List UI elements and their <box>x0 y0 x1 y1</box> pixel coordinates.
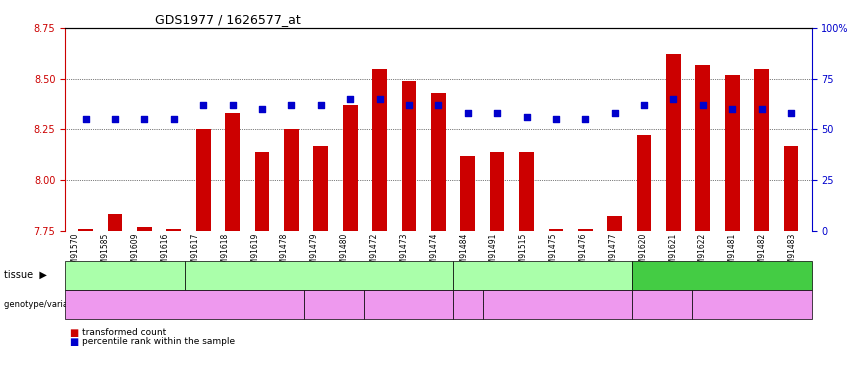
Text: wild-type: wild-type <box>167 300 202 309</box>
Text: genotype/variation  ▶: genotype/variation ▶ <box>4 300 96 309</box>
Bar <box>608 216 622 231</box>
Text: GSM91480: GSM91480 <box>339 232 349 274</box>
Text: GSM91491: GSM91491 <box>489 232 498 274</box>
Text: eyeless ectopic
expression: eyeless ectopic expression <box>529 295 587 314</box>
Text: GSM91475: GSM91475 <box>549 232 558 274</box>
Point <box>285 102 299 108</box>
Text: GSM91483: GSM91483 <box>787 232 797 274</box>
Text: eye discs: eye discs <box>104 271 146 280</box>
Bar <box>78 229 93 231</box>
Bar <box>725 75 740 231</box>
Text: GSM91619: GSM91619 <box>250 232 260 274</box>
Point <box>431 102 445 108</box>
Point <box>255 106 269 112</box>
Point <box>226 102 240 108</box>
Text: wild-type: wild-type <box>645 300 680 309</box>
Text: GSM91618: GSM91618 <box>220 232 229 274</box>
Bar <box>490 152 504 231</box>
Text: GSM91622: GSM91622 <box>698 232 707 274</box>
Bar <box>695 64 710 231</box>
Text: antennal discs: antennal discs <box>510 271 575 280</box>
Text: GSM91609: GSM91609 <box>131 232 140 274</box>
Point <box>637 102 651 108</box>
Point <box>196 102 210 108</box>
Bar <box>637 135 651 231</box>
Text: GSM91476: GSM91476 <box>579 232 588 274</box>
Point <box>578 116 592 122</box>
Point <box>137 116 151 122</box>
Point <box>372 96 386 102</box>
Text: GSM91474: GSM91474 <box>430 232 438 274</box>
Bar <box>313 146 328 231</box>
Text: tissue  ▶: tissue ▶ <box>4 270 47 280</box>
Text: leg discs: leg discs <box>299 271 339 280</box>
Bar <box>460 156 475 231</box>
Bar <box>226 113 240 231</box>
Bar <box>167 229 181 231</box>
Bar <box>196 129 211 231</box>
Text: GSM91472: GSM91472 <box>370 232 378 274</box>
Text: GSM91479: GSM91479 <box>310 232 319 274</box>
Point <box>461 110 475 116</box>
Point <box>608 110 621 116</box>
Text: eyeless ectopic
expression: eyeless ectopic expression <box>722 295 781 314</box>
Text: ■: ■ <box>69 328 79 338</box>
Bar <box>402 81 417 231</box>
Text: GSM91482: GSM91482 <box>758 232 766 274</box>
Bar <box>784 146 799 231</box>
Point <box>754 106 768 112</box>
Text: GSM91617: GSM91617 <box>190 232 200 274</box>
Bar <box>108 214 122 231</box>
Text: percentile rank within the sample: percentile rank within the sample <box>82 337 235 346</box>
Point <box>343 96 357 102</box>
Bar <box>284 129 299 231</box>
Bar <box>519 152 534 231</box>
Point <box>696 102 710 108</box>
Text: GSM91585: GSM91585 <box>101 232 110 274</box>
Point <box>402 102 416 108</box>
Bar <box>666 54 681 231</box>
Text: GSM91478: GSM91478 <box>280 232 289 274</box>
Text: ■: ■ <box>69 337 79 346</box>
Point <box>314 102 328 108</box>
Bar <box>137 226 152 231</box>
Text: GDS1977 / 1626577_at: GDS1977 / 1626577_at <box>155 13 300 26</box>
Point <box>79 116 93 122</box>
Text: GSM91570: GSM91570 <box>71 232 80 274</box>
Point <box>549 116 562 122</box>
Bar <box>549 229 563 231</box>
Text: GSM91473: GSM91473 <box>399 232 409 274</box>
Point <box>167 116 181 122</box>
Text: GSM91515: GSM91515 <box>519 232 528 274</box>
Text: eyeless ectopic
expression: eyeless ectopic expression <box>305 295 363 314</box>
Point <box>726 106 740 112</box>
Text: GSM91484: GSM91484 <box>459 232 468 274</box>
Text: GSM91616: GSM91616 <box>161 232 169 274</box>
Point <box>108 116 122 122</box>
Bar <box>578 229 593 231</box>
Text: GSM91477: GSM91477 <box>608 232 617 274</box>
Text: wing discs: wing discs <box>699 271 746 280</box>
Point <box>784 110 798 116</box>
Text: transformed count: transformed count <box>82 328 167 337</box>
Bar <box>431 93 445 231</box>
Text: wild-type: wild-type <box>450 300 486 309</box>
Point <box>520 114 534 120</box>
Bar <box>754 69 769 231</box>
Point <box>667 96 681 102</box>
Bar <box>343 105 358 231</box>
Text: GSM91620: GSM91620 <box>638 232 648 274</box>
Text: GSM91481: GSM91481 <box>728 232 737 274</box>
Bar <box>254 152 269 231</box>
Bar <box>372 69 387 231</box>
Text: GSM91621: GSM91621 <box>668 232 677 274</box>
Point <box>490 110 504 116</box>
Text: ato mutant, eyeless
ectopic expression: ato mutant, eyeless ectopic expression <box>371 295 447 314</box>
